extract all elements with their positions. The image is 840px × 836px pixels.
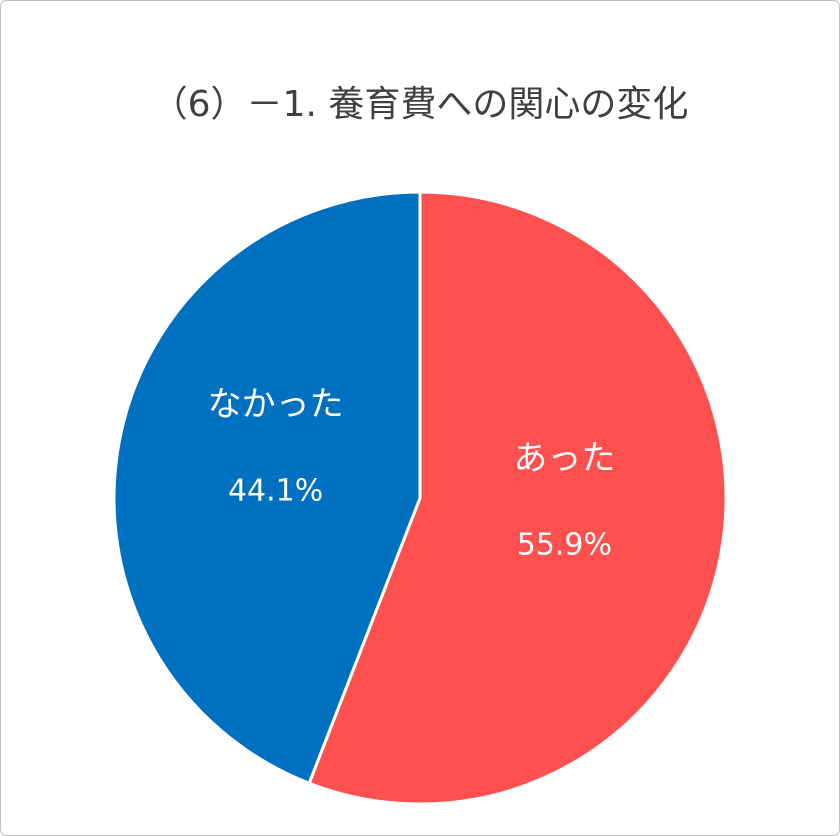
slice-value-label: 55.9% (517, 528, 612, 563)
slice-value-label: 44.1% (228, 473, 323, 508)
pie-slice (112, 190, 422, 786)
slice-category-label: あった (513, 439, 615, 479)
slice-category-label: なかった (208, 384, 344, 424)
chart-title: （6）－1. 養育費への関心の変化 (152, 84, 689, 125)
pie-slice (307, 190, 728, 806)
